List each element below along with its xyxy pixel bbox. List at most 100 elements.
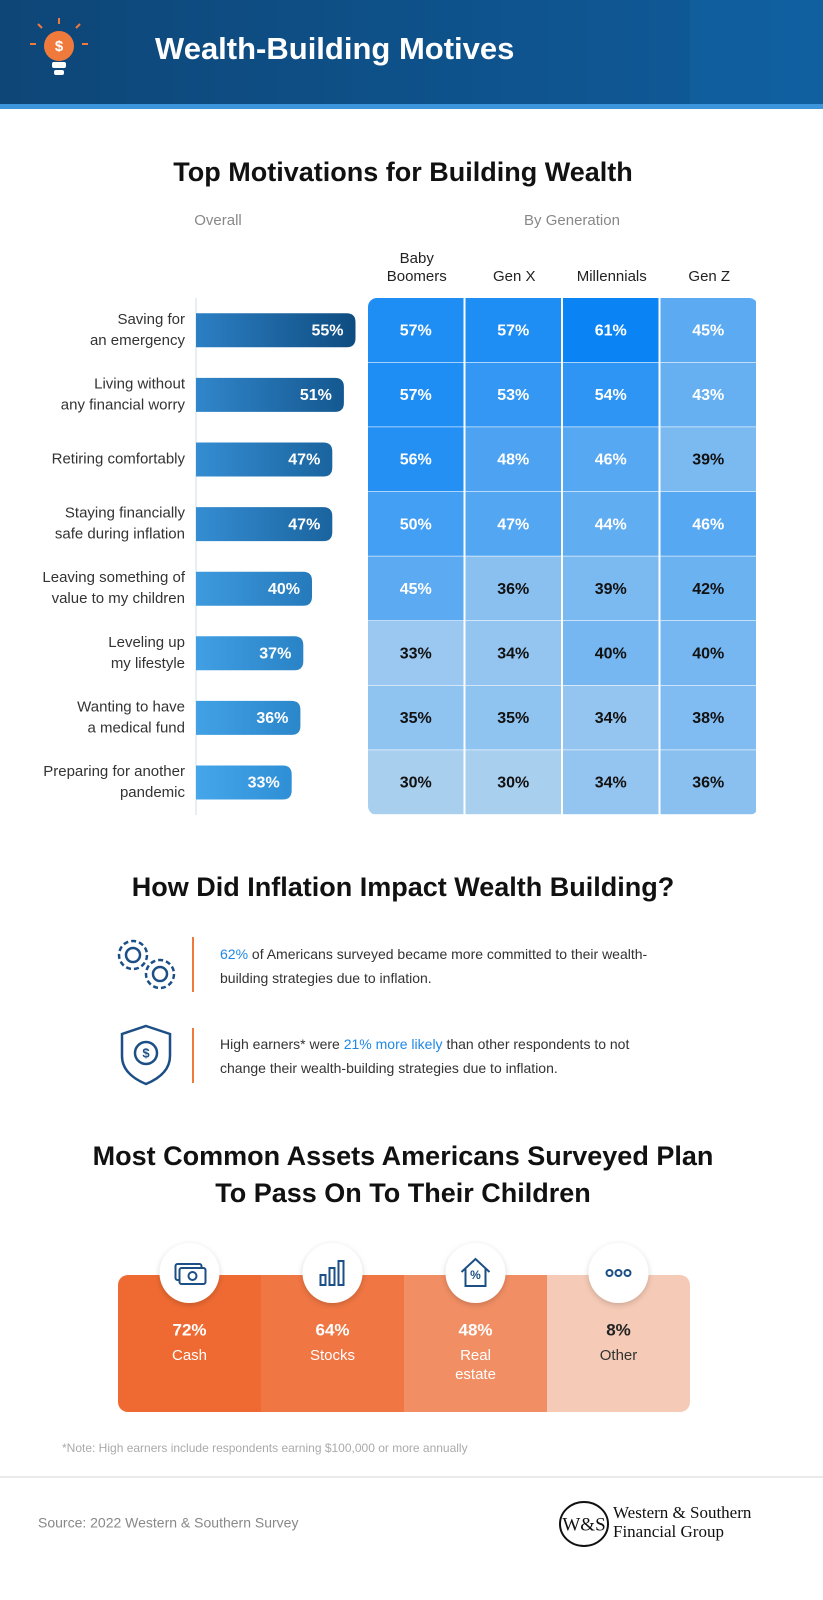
overall-value-label: 55%: [311, 323, 343, 340]
body-text: of Americans surveyed became more commit…: [220, 946, 648, 986]
heatmap-cell: [465, 685, 561, 750]
heatmap-value-label: 30%: [400, 775, 432, 792]
heatmap-value-label: 38%: [692, 710, 724, 727]
svg-text:%: %: [470, 1268, 481, 1282]
gears-icon: [117, 939, 176, 990]
heatmap-value-label: 42%: [692, 581, 724, 598]
heatmap-value-label: 45%: [692, 323, 724, 340]
row-label: Saving for: [117, 311, 185, 328]
row-label: safe during inflation: [55, 526, 185, 543]
heatmap-cell: [563, 685, 659, 750]
heatmap-cell: [563, 298, 659, 362]
header-pattern: [690, 0, 823, 106]
inflation-paragraph: 62% of Americans surveyed became more co…: [220, 942, 670, 990]
heatmap-cell: [465, 427, 561, 492]
heatmap-cell: [465, 621, 561, 685]
row-label: Leveling up: [108, 634, 185, 651]
heatmap-cell: [660, 750, 756, 815]
body-text: than other respondents to not change the…: [220, 1036, 630, 1076]
column-heading: By Generation: [524, 212, 620, 229]
asset-cells: [118, 1275, 690, 1412]
heatmap-value-label: 46%: [595, 452, 627, 469]
row-label: a medical fund: [87, 719, 185, 736]
svg-text:$: $: [55, 38, 64, 55]
heatmap-cell: [465, 362, 561, 427]
row-label: Preparing for another: [43, 763, 185, 780]
asset-name: Stocks: [310, 1347, 355, 1364]
overall-bar: [196, 700, 301, 735]
asset-icon: %: [460, 1257, 491, 1287]
overall-value-label: 47%: [288, 452, 320, 469]
heatmap-cell: [563, 362, 659, 427]
overall-value-label: 36%: [256, 710, 288, 727]
heatmap-cell: [368, 621, 464, 685]
heatmap-value-label: 46%: [692, 516, 724, 533]
asset-icon: [605, 1269, 632, 1277]
logo-ring: [559, 1501, 609, 1547]
heatmap-cell: [368, 491, 464, 556]
section-title: To Pass On To Their Children: [215, 1178, 591, 1208]
highlight-text: 21% more likely: [343, 1036, 443, 1052]
heatmap-cell: [368, 298, 464, 362]
overall-bar: [196, 377, 344, 412]
section-title: Top Motivations for Building Wealth: [173, 157, 632, 187]
body-text: High earners* were: [220, 1036, 344, 1052]
asset-value-label: 72%: [172, 1320, 206, 1339]
svg-text:$: $: [142, 1045, 150, 1060]
heatmap-cell: [563, 750, 659, 815]
source: Source: 2022 Western & Southern Survey: [38, 1515, 298, 1531]
header-stripe: [0, 104, 823, 109]
overall-value-label: 51%: [300, 387, 332, 404]
overall-bar: [196, 313, 356, 348]
heatmap-value-label: 56%: [400, 452, 432, 469]
heatmap-value-label: 39%: [692, 452, 724, 469]
heatmap-value-label: 47%: [497, 516, 529, 533]
generation-label: Boomers: [387, 268, 447, 285]
asset-name: Other: [600, 1347, 638, 1364]
asset-name: Real estate: [455, 1347, 496, 1383]
overall-value-label: 47%: [288, 516, 320, 533]
generation-label: Baby: [400, 250, 435, 267]
row-label: Leaving something of: [42, 569, 185, 586]
heatmap-cell: [368, 556, 464, 621]
heatmap-cell: [368, 685, 464, 750]
asset-icon-circle: [588, 1243, 649, 1303]
overall-bar: [196, 507, 333, 542]
asset-value-label: 48%: [458, 1320, 492, 1339]
heatmap-value-label: 57%: [497, 323, 529, 340]
heatmap-cell: [563, 491, 659, 556]
logo-mark: W&S: [562, 1514, 605, 1535]
heatmap-cell: [465, 750, 561, 815]
heatmap-value-label: 36%: [692, 775, 724, 792]
logo-text: Financial Group: [613, 1522, 724, 1541]
heatmap-cell: [660, 685, 756, 750]
heatmap-value-label: 34%: [595, 775, 627, 792]
asset-name: Cash: [172, 1347, 207, 1364]
heatmap-value-label: 54%: [595, 387, 627, 404]
overall-value-label: 33%: [248, 775, 280, 792]
heatmap-cell: [660, 621, 756, 685]
heatmap-value-label: 50%: [400, 516, 432, 533]
page-title: Wealth-Building Motives: [155, 31, 514, 66]
heatmap-cell: [563, 621, 659, 685]
heatmap-value-label: 57%: [400, 387, 432, 404]
heatmap-value-label: 40%: [595, 646, 627, 663]
heatmap-cell: [563, 556, 659, 621]
heatmap-value-label: 53%: [497, 387, 529, 404]
heatmap-value-label: 44%: [595, 516, 627, 533]
asset-value-label: 64%: [315, 1320, 349, 1339]
heatmap-cell: [660, 491, 756, 556]
row-label: pandemic: [120, 784, 186, 801]
row-label: Staying financially: [65, 505, 186, 522]
overall-bar: [196, 636, 304, 671]
heatmap-cell: [660, 427, 756, 492]
asset-icon: [319, 1260, 345, 1286]
overall-bar: [196, 571, 312, 606]
row-label: an emergency: [90, 332, 186, 349]
header-band: [0, 0, 823, 106]
overall-value-label: 40%: [268, 581, 300, 598]
generation-label: Gen X: [493, 268, 536, 285]
heatmap-cell: [563, 427, 659, 492]
